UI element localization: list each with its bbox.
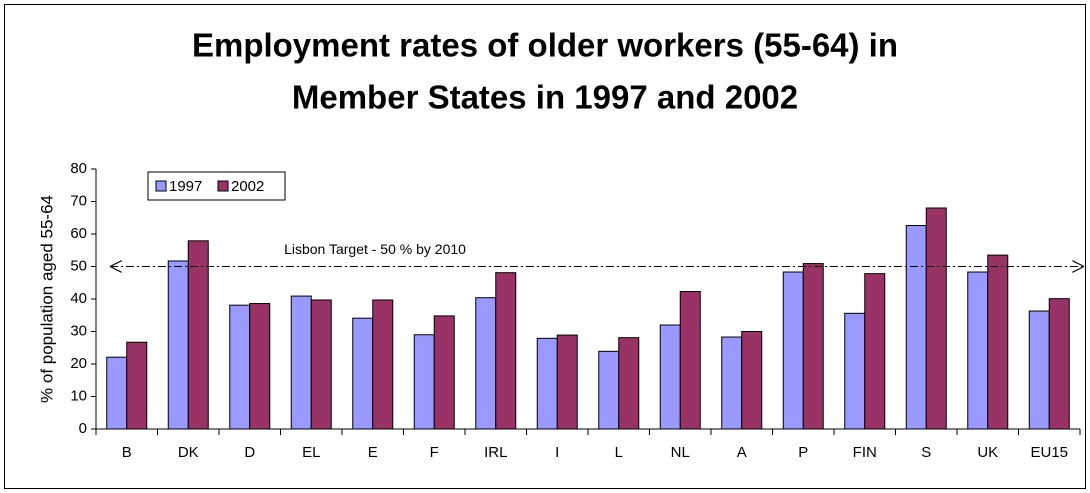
x-tick-label: EU15: [1030, 444, 1068, 461]
bar: [782, 271, 804, 430]
bar: [967, 271, 989, 430]
y-tick-label: 40: [70, 290, 87, 307]
y-tick-label: 20: [70, 355, 87, 372]
bar: [598, 350, 620, 430]
legend-swatch: [217, 180, 229, 192]
x-tick-label: IRL: [484, 444, 507, 461]
x-tick-label: A: [737, 444, 747, 461]
bar: [249, 303, 271, 430]
legend-swatch: [155, 180, 167, 192]
target-label: Lisbon Target - 50 % by 2010: [284, 241, 466, 257]
bar: [905, 225, 927, 430]
bar: [352, 317, 374, 430]
x-tick-label: FIN: [853, 444, 877, 461]
x-tick-label: S: [921, 444, 931, 461]
chart-title: Employment rates of older workers (55-64…: [192, 27, 898, 64]
legend-box: [147, 171, 286, 201]
bar: [1048, 298, 1070, 430]
x-tick-label: DK: [178, 444, 199, 461]
bar: [475, 297, 497, 430]
x-tick-label: I: [555, 444, 559, 461]
x-tick-label: EL: [302, 444, 320, 461]
bar: [721, 336, 743, 430]
bar: [126, 341, 148, 430]
bar: [229, 304, 251, 430]
bar: [1028, 310, 1050, 430]
bar: [106, 356, 128, 430]
x-tick-label: F: [430, 444, 439, 461]
bar: [372, 299, 394, 430]
y-tick-label: 30: [70, 322, 87, 339]
legend-label: 1997: [169, 178, 202, 195]
bar: [925, 207, 947, 430]
bar: [310, 299, 332, 430]
x-tick-label: P: [798, 444, 808, 461]
x-tick-label: NL: [671, 444, 690, 461]
bar: [844, 312, 866, 430]
bar: [679, 291, 701, 430]
bar: [659, 324, 681, 430]
x-tick-label: E: [368, 444, 378, 461]
y-tick-label: 70: [70, 192, 87, 209]
y-tick-label: 10: [70, 387, 87, 404]
bar: [802, 263, 824, 430]
bar: [556, 334, 578, 430]
bar: [290, 295, 312, 430]
bar: [167, 260, 189, 430]
y-axis-label: % of population aged 55-64: [37, 195, 56, 403]
x-tick-label: UK: [977, 444, 998, 461]
legend-label: 2002: [231, 178, 264, 195]
y-tick-label: 60: [70, 225, 87, 242]
bar: [433, 315, 455, 430]
bar: [618, 337, 640, 430]
bar: [413, 334, 435, 430]
y-tick-label: 0: [79, 420, 87, 437]
chart-title: Member States in 1997 and 2002: [292, 79, 798, 116]
bar: [741, 331, 763, 430]
x-tick-label: B: [122, 444, 132, 461]
bar: [536, 337, 558, 430]
bar: [187, 240, 209, 430]
x-tick-label: D: [244, 444, 255, 461]
y-tick-label: 80: [70, 160, 87, 177]
y-tick-label: 50: [70, 257, 87, 274]
bar: [495, 272, 517, 430]
bar: [864, 273, 886, 430]
bar: [987, 254, 1009, 430]
x-tick-label: L: [615, 444, 623, 461]
